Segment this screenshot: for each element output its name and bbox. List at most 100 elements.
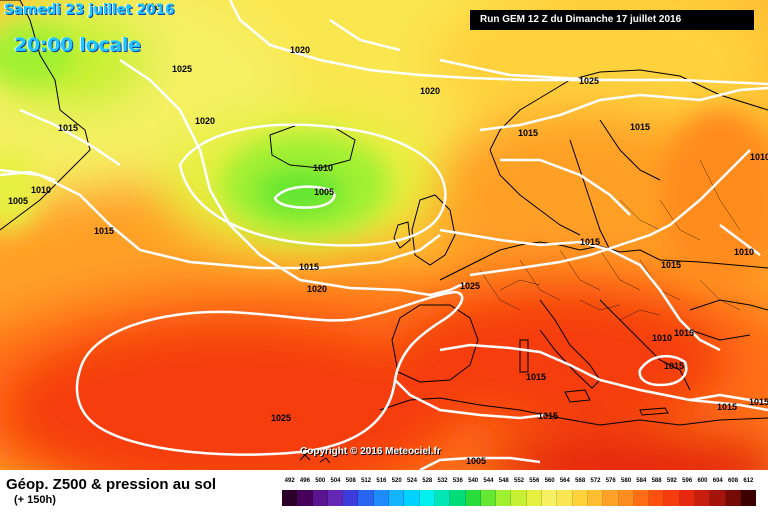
isobar-label: 1005	[314, 187, 334, 197]
legend-label: 572	[590, 478, 601, 484]
legend-swatch	[587, 490, 604, 506]
legend-swatch	[404, 490, 420, 506]
isobar-1025-north	[329, 18, 601, 82]
legend-swatch	[695, 490, 711, 506]
legend-swatch	[633, 490, 650, 506]
isobar-1005-iceland	[273, 185, 336, 209]
map-footer: Géop. Z500 & pression au sol (+ 150h) 49…	[0, 470, 768, 512]
legend-label: 524	[406, 478, 417, 484]
isobar-1015-west	[0, 168, 441, 270]
coastlines	[0, 0, 768, 464]
legend-label: 560	[544, 478, 555, 484]
isobar-label: 1015	[58, 123, 78, 133]
copyright-watermark: Copyright © 2016 Meteociel.fr	[300, 446, 441, 457]
isobar-1025-azores	[75, 290, 464, 456]
legend-label: 540	[468, 478, 479, 484]
legend-swatch	[542, 490, 558, 506]
legend-label: 600	[697, 478, 708, 484]
isobar-label: 1015	[664, 361, 684, 371]
legend-label: 608	[728, 478, 739, 484]
legend-label: 512	[361, 478, 372, 484]
sardinia-corsica	[519, 339, 529, 373]
isobar-label: 1025	[271, 413, 291, 423]
legend-swatch	[434, 490, 451, 506]
isobar-1015-east	[439, 228, 721, 352]
isobar-1010-south	[419, 456, 541, 470]
legend-swatch	[572, 490, 588, 506]
legend-swatch	[480, 490, 497, 506]
canary-coast	[299, 454, 331, 464]
legend-label: 584	[636, 478, 647, 484]
legend-swatch	[511, 490, 527, 506]
isobar-label: 1025	[579, 76, 599, 86]
legend-swatch	[618, 490, 634, 506]
isobar-1010-east	[689, 224, 768, 404]
isobar-1015-spain	[394, 379, 546, 420]
isobar-label: 1015	[94, 226, 114, 236]
legend-label: 568	[575, 478, 586, 484]
isobar-label: 1010	[31, 185, 51, 195]
legend-swatch	[327, 490, 344, 506]
legend-label: 492	[284, 478, 295, 484]
isobar-1010-iceland	[178, 123, 447, 247]
legend-label: 520	[391, 478, 402, 484]
legend-label: 508	[345, 478, 356, 484]
isobar-label: 1020	[307, 284, 327, 294]
legend-swatch	[710, 490, 726, 506]
legend-swatches	[282, 490, 757, 506]
legend-label: 548	[498, 478, 509, 484]
isobar-label: 1025	[460, 281, 480, 291]
legend-label: 536	[452, 478, 463, 484]
legend-label: 604	[712, 478, 723, 484]
forecast-date: Samedi 23 juillet 2016	[4, 2, 175, 18]
legend-labels: 492 496 500 504 508 512 516 520 524 528 532 536 540 5…	[282, 478, 756, 488]
isobar-label: 1015	[526, 372, 546, 382]
legend-swatch	[389, 490, 405, 506]
british-isles	[393, 194, 456, 266]
isobar-label: 1015	[749, 397, 768, 407]
legend-swatch	[465, 490, 481, 506]
isobar-1010-west	[0, 170, 56, 182]
forecast-range: (+ 150h)	[14, 494, 56, 506]
crete	[639, 407, 669, 416]
legend-label: 528	[422, 478, 433, 484]
balkans-coast	[599, 299, 691, 391]
isobar-1025-europe	[500, 158, 631, 216]
forecast-map: 1025 1020 1015 1020 1015 1010 1005 1010 …	[0, 0, 768, 470]
isobar-1020-mid	[119, 58, 466, 297]
legend-swatch	[679, 490, 696, 506]
baltic-sea	[569, 119, 661, 251]
color-legend: 492 496 500 504 508 512 516 520 524 528 532 536 540 5…	[282, 478, 757, 508]
isobar-label: 1015	[717, 402, 737, 412]
isobar-label: 1020	[420, 86, 440, 96]
isobar-labels: 1025 1020 1015 1020 1015 1010 1005 1010 …	[8, 2, 768, 466]
legend-swatch	[649, 490, 665, 506]
legend-swatch	[450, 490, 466, 506]
legend-swatch	[282, 490, 298, 506]
isobar-label: 1025	[172, 64, 192, 74]
scandinavia-coast	[489, 69, 768, 236]
legend-label: 556	[529, 478, 540, 484]
isobar-label: 1015	[630, 122, 650, 132]
legend-swatch	[343, 490, 359, 506]
isobar-1015-central	[469, 149, 751, 277]
legend-label: 576	[605, 478, 616, 484]
isobar-1015-turkey	[638, 354, 688, 387]
legend-label: 588	[651, 478, 662, 484]
legend-label: 500	[315, 478, 326, 484]
legend-label: 564	[559, 478, 570, 484]
legend-swatch	[297, 490, 313, 506]
isobar-label: 1010	[652, 333, 672, 343]
sicily	[564, 389, 591, 403]
isobar-label: 1020	[290, 45, 310, 55]
iberia-coast	[391, 304, 479, 383]
legend-label: 552	[513, 478, 524, 484]
isobar-label: 1005	[466, 456, 486, 466]
north-africa-coast	[379, 397, 768, 426]
isobar-label: 1015	[538, 411, 558, 421]
geopotential-field	[0, 0, 768, 470]
isobar-label: 1015	[299, 262, 319, 272]
legend-swatch	[603, 490, 619, 506]
isobar-label: 1010	[313, 163, 333, 173]
